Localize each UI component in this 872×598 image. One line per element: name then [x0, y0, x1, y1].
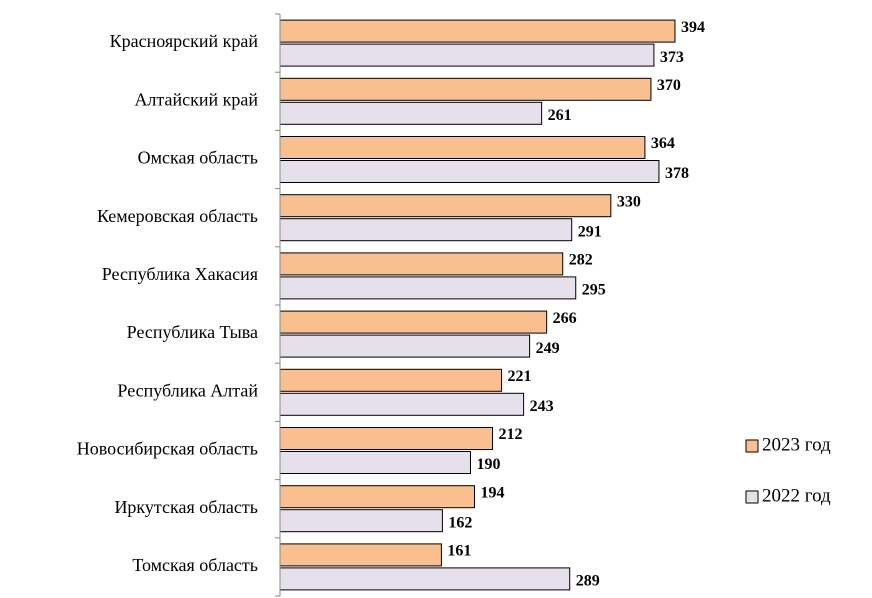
- data-label: 249: [536, 340, 560, 357]
- bar: [279, 310, 548, 334]
- bar: [279, 451, 471, 474]
- data-label: 378: [665, 165, 689, 182]
- data-label: 295: [582, 282, 606, 299]
- y-tick-label: Республика Алтай: [117, 380, 258, 400]
- y-tick-label: Красноярский край: [110, 31, 259, 51]
- data-label: 261: [548, 107, 572, 124]
- data-label: 364: [651, 135, 675, 152]
- bar: [279, 485, 475, 509]
- bar: [279, 252, 564, 276]
- bar: [279, 334, 531, 358]
- bar: [279, 368, 503, 392]
- data-label: 190: [476, 456, 500, 473]
- bar: [279, 567, 571, 591]
- bar: [279, 101, 543, 125]
- data-label: 373: [660, 49, 684, 66]
- bar: [279, 276, 577, 300]
- y-tick-label: Иркутская область: [114, 497, 258, 517]
- y-tick-label: Республика Хакасия: [102, 264, 258, 284]
- data-label: 330: [617, 193, 641, 210]
- bar: [279, 427, 494, 450]
- legend-swatch: [745, 490, 759, 504]
- bar: [279, 77, 652, 101]
- y-tick-label: Алтайский край: [134, 89, 258, 109]
- legend-swatch: [745, 439, 759, 453]
- legend-label: 2023 год: [762, 434, 831, 455]
- data-label: 266: [553, 310, 577, 327]
- bar: [279, 509, 443, 533]
- bar: [279, 543, 442, 567]
- data-label: 212: [499, 426, 523, 443]
- data-label: 370: [657, 77, 681, 94]
- y-tick-label: Новосибирская область: [77, 439, 258, 459]
- bar: [279, 194, 612, 218]
- bar: [279, 392, 525, 416]
- data-label: 282: [569, 252, 593, 269]
- bar: [279, 19, 676, 43]
- y-tick-label: Кемеровская область: [97, 206, 258, 226]
- data-label: 291: [578, 223, 602, 240]
- data-label: 394: [681, 19, 705, 36]
- data-label: 243: [530, 398, 554, 415]
- data-label: 194: [480, 484, 504, 501]
- bar: [279, 160, 660, 183]
- data-label: 289: [576, 573, 600, 590]
- data-label: 221: [508, 368, 532, 385]
- data-label: 161: [447, 543, 471, 560]
- y-tick-label: Республика Тыва: [127, 322, 258, 342]
- y-tick-label: Томская область: [132, 555, 258, 575]
- bar: [279, 136, 646, 159]
- bar: [279, 218, 573, 242]
- legend-label: 2022 год: [762, 485, 831, 506]
- bar: [279, 43, 655, 67]
- y-tick-label: Омская область: [138, 148, 258, 168]
- data-label: 162: [448, 514, 472, 531]
